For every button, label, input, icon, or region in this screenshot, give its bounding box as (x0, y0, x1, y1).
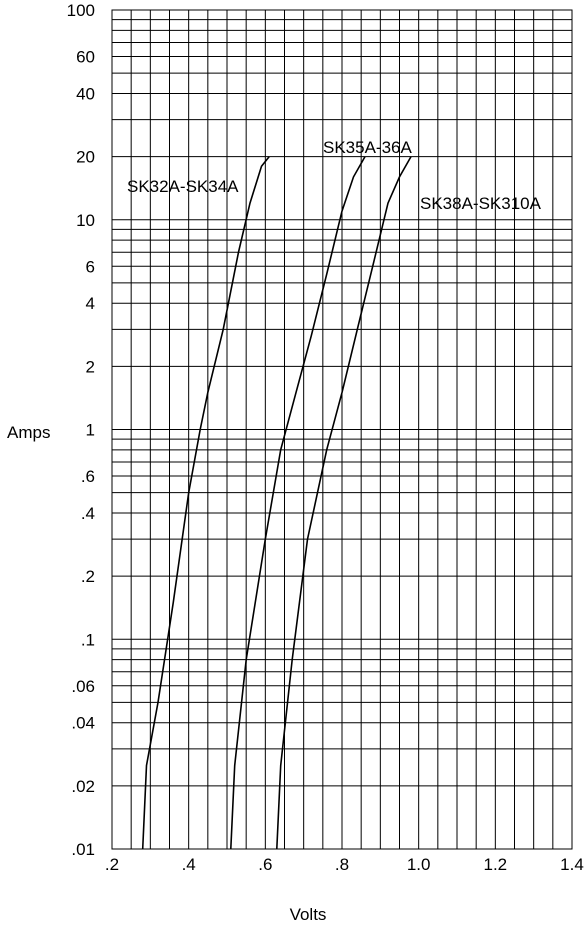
series-line (276, 156, 412, 850)
x-tick-label: .2 (105, 855, 119, 874)
series-label: SK35A-36A (323, 138, 412, 157)
y-tick-label: 40 (76, 84, 95, 103)
series-line (230, 156, 366, 850)
series-label: SK38A-SK310A (420, 194, 542, 213)
y-tick-label: .1 (81, 630, 95, 649)
x-tick-label: 1.2 (484, 855, 508, 874)
series-label: SK32A-SK34A (127, 177, 239, 196)
y-tick-label: 100 (67, 1, 95, 20)
y-tick-label: .02 (71, 777, 95, 796)
y-tick-label: 4 (86, 294, 95, 313)
y-tick-label: 20 (76, 148, 95, 167)
y-axis-title: Amps (7, 423, 50, 442)
y-axis-ticks: .01 .02 .04 .06 .1 .2 .4 .6 1 2 4 6 10 20 40 60 100 (67, 1, 95, 859)
y-tick-label: .04 (71, 714, 95, 733)
series-curves (141, 156, 412, 850)
x-axis-title: Volts (290, 905, 327, 924)
x-tick-label: .6 (258, 855, 272, 874)
y-tick-label: .06 (71, 677, 95, 696)
series-line (141, 156, 270, 850)
x-tick-label: 1.0 (407, 855, 431, 874)
chart-grid (111, 9, 573, 850)
x-tick-label: .4 (182, 855, 196, 874)
y-tick-label: .2 (81, 567, 95, 586)
x-tick-label: .8 (335, 855, 349, 874)
y-tick-label: 10 (76, 211, 95, 230)
x-axis-ticks: .2 .4 .6 .8 1.0 1.2 1.4 (105, 855, 584, 874)
y-tick-label: 2 (86, 357, 95, 376)
y-tick-label: .4 (81, 504, 95, 523)
y-tick-label: 60 (76, 48, 95, 67)
x-tick-label: 1.4 (560, 855, 584, 874)
series-labels: SK32A-SK34A SK35A-36A SK38A-SK310A (127, 138, 542, 213)
y-tick-label: .01 (71, 840, 95, 859)
y-tick-label: 6 (86, 257, 95, 276)
y-tick-label: 1 (86, 421, 95, 440)
y-tick-label: .6 (81, 467, 95, 486)
